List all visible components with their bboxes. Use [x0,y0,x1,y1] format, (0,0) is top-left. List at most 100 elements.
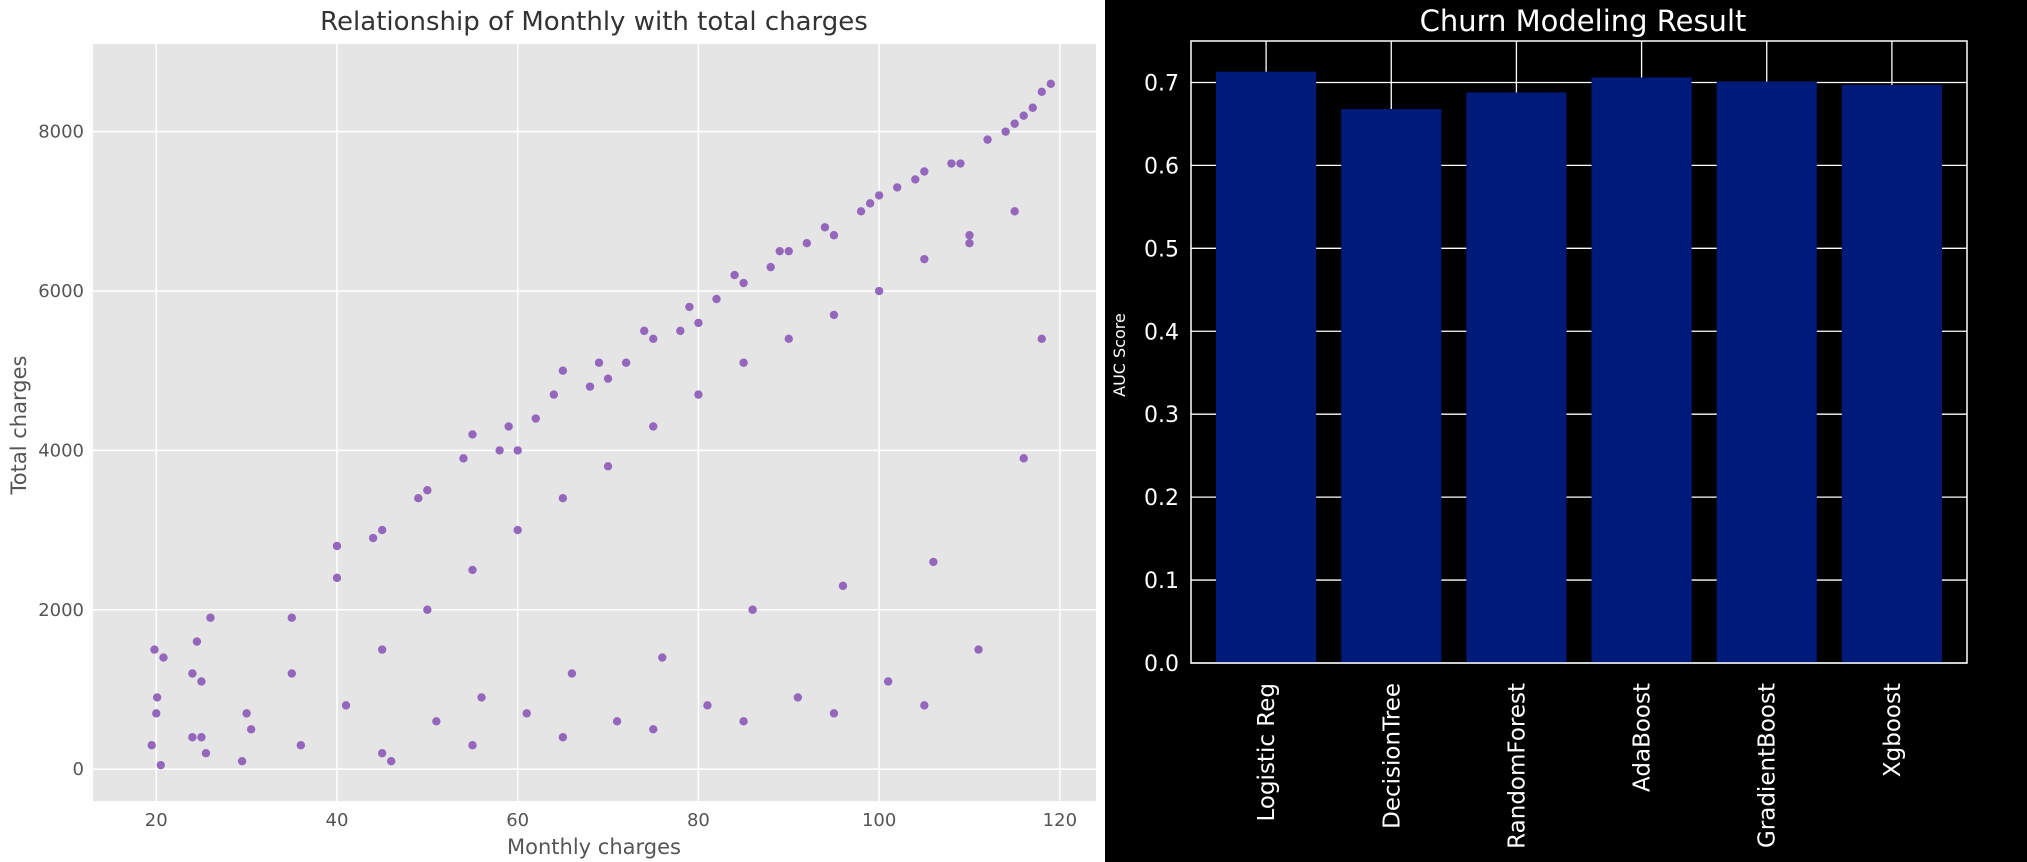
scatter-point [468,565,477,575]
scatter-point [206,613,215,622]
scatter-point [1037,87,1046,97]
scatter-point [1010,207,1019,216]
bar-y-tick-label: 0.4 [1144,320,1179,345]
bar [1216,71,1317,664]
scatter-point [784,246,793,256]
scatter-point [594,358,604,367]
scatter-point [368,533,378,543]
scatter-point [201,748,211,758]
scatter-point [829,310,839,320]
scatter-point [920,167,929,176]
scatter-plot-area [93,44,1096,801]
bar-x-tick-label: Xgboost [1880,683,1906,777]
scatter-point [468,430,477,439]
scatter-point [188,733,197,742]
scatter-point [332,573,342,583]
scatter-point [1019,454,1028,463]
scatter-point [639,326,649,336]
bar-y-tick-label: 0.3 [1144,403,1179,428]
scatter-point [929,557,938,567]
scatter-point [156,760,165,770]
scatter-grid [93,44,1096,801]
scatter-point [965,239,974,248]
bar-x-tick-label: RandomForest [1504,683,1530,849]
scatter-point [865,199,875,208]
scatter-point [341,701,351,710]
scatter-y-tick-label: 0 [73,759,84,780]
scatter-point [522,709,531,718]
scatter-point [883,677,893,686]
scatter-point [197,677,206,686]
scatter-point [956,159,965,168]
scatter-point [377,525,387,535]
scatter-points [147,79,1056,770]
scatter-point [531,414,540,423]
scatter-point [558,366,568,375]
scatter-point [911,175,920,184]
scatter-point [1037,334,1046,344]
scatter-y-tick-label: 4000 [38,440,84,461]
scatter-point [197,733,206,742]
scatter-point [676,326,685,336]
scatter-point [1001,127,1010,136]
scatter-point [332,541,342,551]
scatter-point [504,422,513,431]
bar [1591,77,1692,664]
bar-series [1216,71,1942,664]
scatter-point [152,709,161,718]
scatter-point [947,159,956,168]
scatter-x-ticks: 20 40 60 80 100 120 [145,810,1077,831]
scatter-point [237,756,247,766]
scatter-title: Relationship of Monthly with total charg… [320,7,868,37]
scatter-point [766,262,775,272]
scatter-point [423,605,432,614]
scatter-point [423,486,432,495]
scatter-point [242,709,251,718]
scatter-point [549,390,559,399]
bar-y-tick-label: 0.1 [1144,569,1179,594]
scatter-point [965,231,974,240]
bar-y-tick-label: 0.5 [1144,237,1179,262]
scatter-y-ticks: 0 2000 4000 6000 8000 [38,122,84,780]
scatter-point [377,748,387,758]
scatter-point [558,494,568,503]
bar-y-tick-label: 0.2 [1144,486,1179,511]
scatter-point [1028,103,1037,112]
scatter-point [694,390,703,399]
bar-chart: 0.0 0.1 0.2 0.3 0.4 0.5 0.6 0.7 Logistic Reg Dec… [1105,0,2027,862]
scatter-point [513,525,522,535]
scatter-point [296,741,306,750]
scatter-point [874,286,884,296]
scatter-point [459,454,468,463]
scatter-point [287,669,296,678]
scatter-point [567,669,577,678]
scatter-x-tick-label: 40 [326,810,349,831]
scatter-x-tick-label: 20 [145,810,168,831]
scatter-x-axis-label: Monthly charges [507,835,681,859]
scatter-point [739,358,748,367]
bar-x-ticks: Logistic Reg DecisionTree RandomForest AdaB… [1254,683,1906,849]
bar-x-tick-label: GradientBoost [1755,683,1781,848]
scatter-point [414,494,423,503]
scatter-point [150,645,159,654]
scatter-point [739,278,748,288]
scatter-point [152,693,162,702]
bar-y-axis-label: AUC Score [1110,313,1129,397]
scatter-x-tick-label: 120 [1043,810,1077,831]
bar-y-tick-label: 0.6 [1144,154,1179,179]
scatter-point [829,709,839,718]
scatter-point [621,358,631,367]
scatter-point [703,701,712,710]
scatter-point [694,318,703,328]
scatter-point [658,653,667,662]
scatter-point [246,725,256,734]
bar-x-tick-label: AdaBoost [1630,683,1656,792]
scatter-point [649,725,658,734]
scatter-y-axis-label: Total charges [7,356,31,496]
scatter-x-tick-label: 60 [506,810,529,831]
scatter-point [649,422,658,431]
scatter-point [775,246,784,256]
scatter-y-tick-label: 6000 [38,281,84,302]
scatter-point [1046,79,1056,89]
